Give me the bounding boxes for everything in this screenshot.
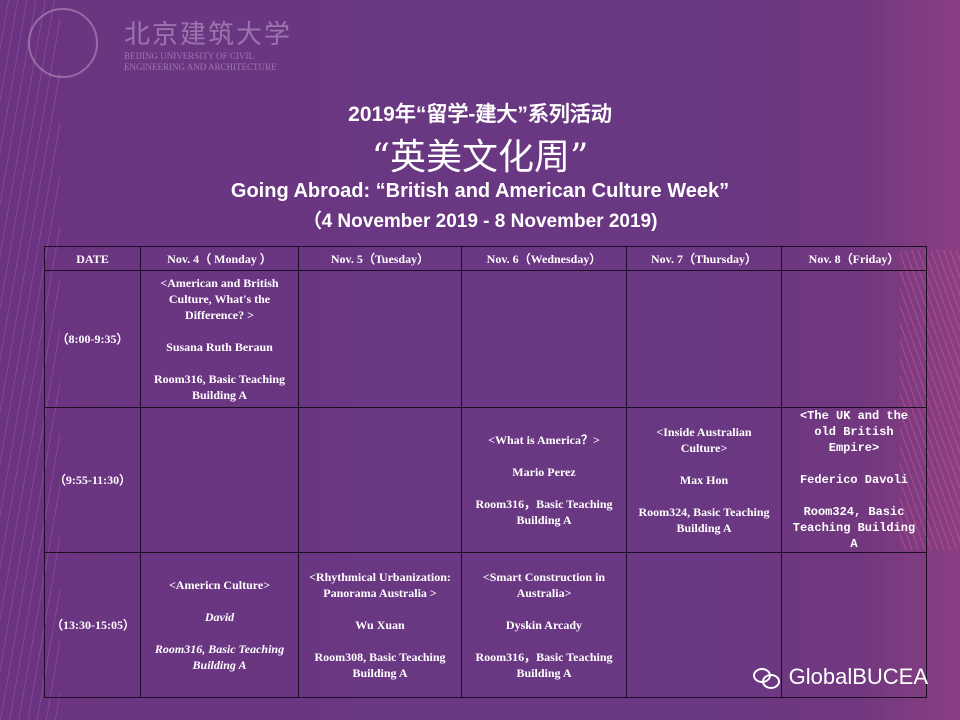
university-seal-icon — [28, 8, 98, 78]
empty-cell — [461, 270, 627, 408]
wechat-watermark: GlobalBUCEA — [752, 664, 928, 690]
logo-english-line2: ENGINEERING AND ARCHITECTURE — [124, 61, 277, 72]
time-slot: （13:30-15:05） — [44, 552, 141, 698]
empty-cell — [626, 270, 782, 408]
event-dates: （4 November 2019 - 8 November 2019) — [302, 211, 658, 232]
session-cell: <Smart Construction in Australia> Dyskin… — [461, 552, 627, 698]
column-header: Nov. 5（Tuesday） — [298, 246, 462, 271]
session-room: Room316, Basic Teaching Building A — [154, 642, 285, 672]
event-title-chinese: “英美文化周” — [371, 137, 589, 178]
session-room: Room324, Basic Teaching Building A — [792, 505, 916, 551]
session-room: Room308, Basic Teaching Building A — [314, 650, 446, 680]
session-title: <American and British Culture, What's th… — [160, 276, 279, 322]
session-speaker: Mario Perez — [512, 465, 576, 479]
column-header: Nov. 4（ Monday ） — [140, 246, 299, 271]
session-cell: <Rhythmical Urbanization: Panorama Austr… — [298, 552, 462, 698]
session-cell: <Inside Australian Culture> Max Hon Room… — [626, 407, 782, 553]
wechat-icon — [752, 666, 781, 689]
schedule-table: DATE Nov. 4（ Monday ） Nov. 5（Tuesday） No… — [44, 246, 927, 698]
session-speaker: Wu Xuan — [355, 618, 405, 632]
session-cell: <The UK and the old British Empire> Fede… — [781, 407, 927, 553]
session-room: Room316, Basic Teaching Building A — [153, 372, 285, 402]
column-header: Nov. 8（Friday） — [781, 246, 927, 271]
session-speaker: Dyskin Arcady — [505, 618, 583, 632]
table-row: （9:55-11:30） <What is America？> Mario Pe… — [44, 407, 927, 553]
session-title: <Americn Culture> — [168, 578, 271, 592]
session-title: <Smart Construction in Australia> — [482, 570, 606, 600]
session-cell: <Americn Culture> David Room316, Basic T… — [140, 552, 299, 698]
session-title: <What is America？> — [488, 433, 600, 447]
event-series-title: 2019年“留学-建大”系列活动 — [348, 103, 612, 126]
session-title: <Inside Australian Culture> — [656, 425, 752, 455]
table-row: （13:30-15:05） <Americn Culture> David Ro… — [44, 552, 927, 698]
watermark-text: GlobalBUCEA — [788, 664, 928, 689]
event-title-english: Going Abroad: “British and American Cult… — [230, 180, 730, 202]
column-header: Nov. 6（Wednesday） — [461, 246, 627, 271]
table-header-row: DATE Nov. 4（ Monday ） Nov. 5（Tuesday） No… — [44, 246, 927, 271]
session-room: Room316，Basic Teaching Building A — [475, 497, 613, 527]
session-room: Room316，Basic Teaching Building A — [475, 650, 613, 680]
empty-cell — [781, 552, 927, 698]
empty-cell — [781, 270, 927, 408]
session-speaker: Federico Davoli — [799, 473, 909, 487]
logo-chinese-name: 北京建筑大学 — [124, 19, 293, 50]
session-speaker: Max Hon — [679, 473, 729, 487]
table-row: （8:00-9:35） <American and British Cultur… — [44, 270, 927, 408]
session-title: <Rhythmical Urbanization: Panorama Austr… — [309, 570, 451, 600]
logo-english-line1: BEIJING UNIVERSITY OF CIVIL — [124, 50, 254, 61]
session-cell: <American and British Culture, What's th… — [140, 270, 299, 408]
university-logo: 北京建筑大学 BEIJING UNIVERSITY OF CIVIL ENGIN… — [28, 8, 292, 78]
empty-cell — [298, 270, 462, 408]
column-header: Nov. 7（Thursday） — [626, 246, 782, 271]
session-cell: <What is America？> Mario Perez Room316，B… — [461, 407, 627, 553]
session-title: <The UK and the old British Empire> — [799, 409, 909, 455]
empty-cell — [140, 407, 299, 553]
session-room: Room324, Basic Teaching Building A — [638, 505, 770, 535]
session-speaker: Susana Ruth Beraun — [166, 340, 273, 354]
time-slot: （8:00-9:35） — [44, 270, 141, 408]
session-speaker: David — [204, 610, 235, 624]
time-slot: （9:55-11:30） — [44, 407, 141, 553]
empty-cell — [298, 407, 462, 553]
column-header: DATE — [44, 246, 141, 271]
